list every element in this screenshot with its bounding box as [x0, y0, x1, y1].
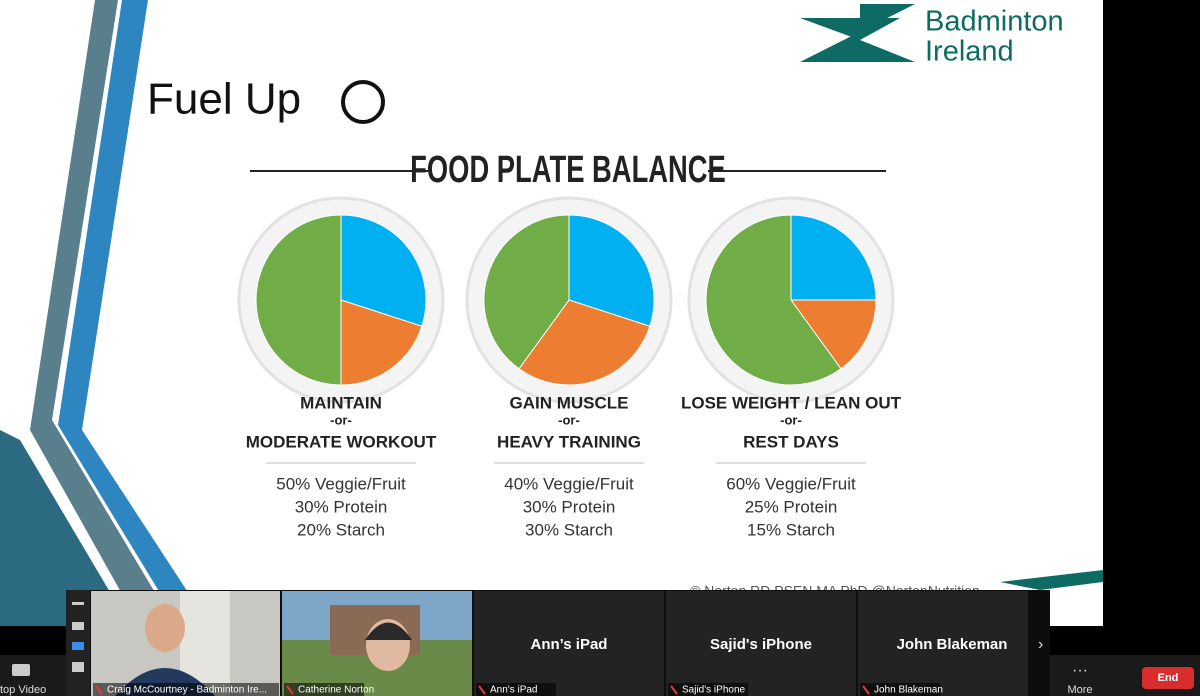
plate-label: GAIN MUSCLE [510, 393, 629, 412]
pie-slice [340, 299, 423, 386]
mic-muted [95, 685, 103, 695]
pie-slice [568, 214, 655, 327]
stripe [58, 0, 210, 626]
mic-muted [478, 685, 486, 695]
name-bg [284, 683, 364, 696]
name-bg [860, 683, 940, 696]
name-tile[interactable] [858, 591, 1028, 696]
plate-label: REST DAYS [743, 432, 839, 451]
logo-text: Badminton [925, 6, 1064, 38]
plate-label: MODERATE WORKOUT [246, 432, 437, 451]
video-icon[interactable] [12, 664, 30, 676]
mic-muted [286, 685, 294, 695]
participant-name: Craig McCourtney - Badminton Ire... [107, 685, 267, 696]
logo-shape [1000, 570, 1103, 590]
end-button[interactable] [1142, 667, 1194, 689]
slide-title: Fuel Up [147, 75, 301, 124]
stripe [30, 0, 175, 626]
mic-muted [862, 685, 870, 695]
toolbar-label[interactable]: top Video [0, 684, 46, 696]
next-arrow[interactable]: › [1038, 636, 1043, 653]
pie-slice [705, 214, 842, 386]
plate-or: -or- [780, 412, 802, 427]
pie-slice [790, 214, 877, 301]
heading: FOOD PLATE BALANCE [410, 149, 726, 191]
more-icon[interactable]: ··· [1072, 662, 1088, 679]
tile-name: Ann’s iPad [531, 636, 608, 653]
plate-line: 50% Veggie/Fruit [276, 474, 406, 493]
logo-shape [800, 4, 915, 62]
tile-name: John Blakeman [897, 636, 1008, 653]
pie-slice [340, 214, 427, 327]
view-icon[interactable] [72, 662, 84, 672]
plate-line: 15% Starch [747, 520, 835, 539]
stripe [0, 430, 130, 626]
participant-name: Ann's iPad [490, 685, 538, 696]
mic-muted [670, 685, 678, 695]
name-tile[interactable] [666, 591, 856, 696]
pie-slice [790, 299, 877, 370]
plate-label: MAINTAIN [300, 393, 382, 412]
person [145, 604, 185, 652]
person [365, 622, 412, 640]
name-bg [476, 683, 556, 696]
view-icon[interactable] [72, 642, 84, 650]
name-labels: Craig McCourtney - Badminton Ire... Cathe… [93, 683, 943, 696]
end-label[interactable]: End [1158, 672, 1179, 684]
pie-slice [255, 214, 342, 386]
plate-label: LOSE WEIGHT / LEAN OUT [681, 393, 902, 412]
plate-line: 60% Veggie/Fruit [726, 474, 856, 493]
participant-name: John Blakeman [874, 685, 943, 696]
name-bg [668, 683, 748, 696]
plate-or: -or- [558, 412, 580, 427]
name-bg [93, 683, 279, 696]
plate-line: 30% Starch [525, 520, 613, 539]
toolbar-label[interactable]: More [1067, 684, 1092, 696]
plate-label: HEAVY TRAINING [497, 432, 641, 451]
tile-name: Sajid's iPhone [710, 636, 812, 653]
participant-name: Catherine Norton [298, 685, 374, 696]
plate-or: -or- [330, 412, 352, 427]
plate-line: 30% Protein [523, 497, 616, 516]
name-tile[interactable] [474, 591, 664, 696]
circle-icon [341, 80, 385, 124]
plate-line: 25% Protein [745, 497, 838, 516]
view-icon[interactable] [72, 602, 84, 605]
plate-line: 40% Veggie/Fruit [504, 474, 634, 493]
plate-line: 20% Starch [297, 520, 385, 539]
pie-slice [483, 214, 570, 370]
logo-text: Ireland [925, 36, 1014, 68]
participant-name: Sajid's iPhone [682, 685, 746, 696]
pie-slice [518, 299, 651, 386]
plate-line: 30% Protein [295, 497, 388, 516]
view-icon[interactable] [72, 622, 84, 630]
